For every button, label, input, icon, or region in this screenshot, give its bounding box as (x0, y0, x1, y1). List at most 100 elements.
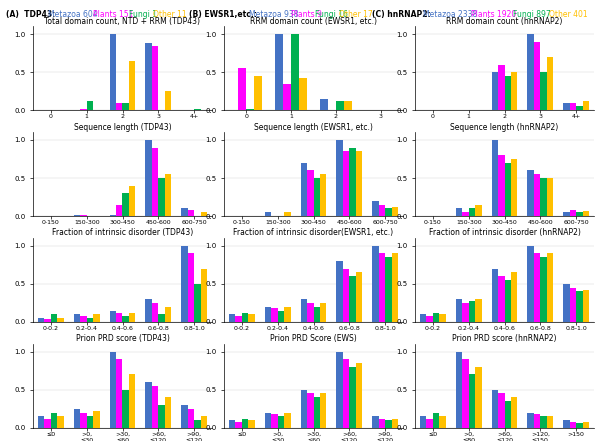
Bar (456, 299, 462, 322)
Text: (A)  TDP43:: (A) TDP43: (6, 10, 58, 19)
Bar (93, 314, 100, 322)
Bar (265, 412, 271, 428)
Bar (433, 412, 439, 428)
Bar (299, 78, 307, 110)
Bar (116, 205, 122, 216)
Bar (122, 193, 129, 216)
Text: Other 17: Other 17 (339, 10, 373, 19)
Bar (181, 405, 188, 428)
Bar (540, 72, 547, 110)
Bar (569, 422, 576, 428)
Bar (80, 215, 87, 216)
Bar (349, 276, 356, 322)
Bar (385, 257, 392, 322)
Bar (439, 314, 446, 322)
Title: Prion PRD score (hnRNAP2): Prion PRD score (hnRNAP2) (452, 334, 557, 343)
Bar (420, 314, 427, 322)
Text: Fungi 16: Fungi 16 (315, 10, 348, 19)
Bar (527, 34, 534, 110)
Bar (527, 170, 534, 216)
Bar (420, 416, 427, 428)
Bar (505, 280, 511, 322)
Bar (284, 306, 290, 322)
Bar (301, 299, 307, 322)
Bar (80, 316, 87, 322)
Title: Sequence length (TDP43): Sequence length (TDP43) (74, 123, 172, 131)
Bar (511, 72, 517, 110)
Bar (563, 212, 569, 216)
Text: Other 11: Other 11 (153, 10, 187, 19)
Text: Other 401: Other 401 (549, 10, 587, 19)
Bar (271, 414, 278, 428)
Bar (74, 215, 80, 216)
Bar (569, 210, 576, 216)
Bar (505, 163, 511, 216)
Bar (576, 423, 583, 428)
Bar (301, 390, 307, 428)
Bar (576, 106, 583, 110)
Bar (433, 313, 439, 322)
Bar (242, 313, 248, 322)
Bar (165, 397, 171, 428)
Bar (547, 178, 553, 216)
Bar (372, 416, 379, 428)
Bar (152, 148, 158, 216)
Bar (116, 359, 122, 428)
Bar (275, 34, 283, 110)
Bar (129, 61, 136, 110)
Bar (344, 101, 352, 110)
Bar (392, 207, 398, 216)
Title: Fraction of intrinsic disorder (TDP43): Fraction of intrinsic disorder (TDP43) (52, 228, 193, 237)
Bar (469, 209, 475, 216)
Text: Plants 9: Plants 9 (291, 10, 322, 19)
Bar (343, 151, 349, 216)
Bar (469, 301, 475, 322)
Bar (248, 314, 255, 322)
Bar (254, 76, 262, 110)
Bar (439, 416, 446, 428)
Bar (152, 45, 158, 110)
Bar (356, 273, 362, 322)
Bar (320, 303, 326, 322)
Bar (194, 420, 200, 428)
Title: Sequence length (hnRNAP2): Sequence length (hnRNAP2) (451, 123, 559, 131)
Bar (491, 269, 498, 322)
Bar (491, 140, 498, 216)
Bar (583, 290, 589, 322)
Bar (314, 306, 320, 322)
Bar (129, 374, 136, 428)
Text: Fungi 897: Fungi 897 (513, 10, 551, 19)
Bar (491, 390, 498, 428)
Bar (145, 140, 152, 216)
Bar (86, 416, 93, 428)
Bar (165, 306, 171, 322)
Text: Plants 1920: Plants 1920 (471, 10, 516, 19)
Bar (122, 316, 129, 322)
Bar (110, 351, 116, 428)
Bar (158, 314, 165, 322)
Bar (320, 393, 326, 428)
Bar (498, 155, 505, 216)
Bar (194, 109, 200, 110)
Bar (534, 254, 540, 322)
Bar (44, 319, 51, 322)
Bar (110, 310, 116, 322)
Title: Fraction of intrinsic disorder(EWSR1, etc.): Fraction of intrinsic disorder(EWSR1, et… (233, 228, 394, 237)
Bar (547, 57, 553, 110)
Bar (188, 210, 194, 216)
Bar (349, 148, 356, 216)
Bar (337, 351, 343, 428)
Bar (301, 163, 307, 216)
Bar (372, 246, 379, 322)
Bar (379, 419, 385, 428)
Bar (527, 246, 534, 322)
Bar (527, 412, 534, 428)
Bar (336, 101, 344, 110)
Bar (320, 99, 328, 110)
Bar (235, 422, 242, 428)
Bar (511, 397, 517, 428)
Bar (569, 288, 576, 322)
Bar (563, 284, 569, 322)
Bar (194, 284, 200, 322)
Bar (283, 84, 291, 110)
